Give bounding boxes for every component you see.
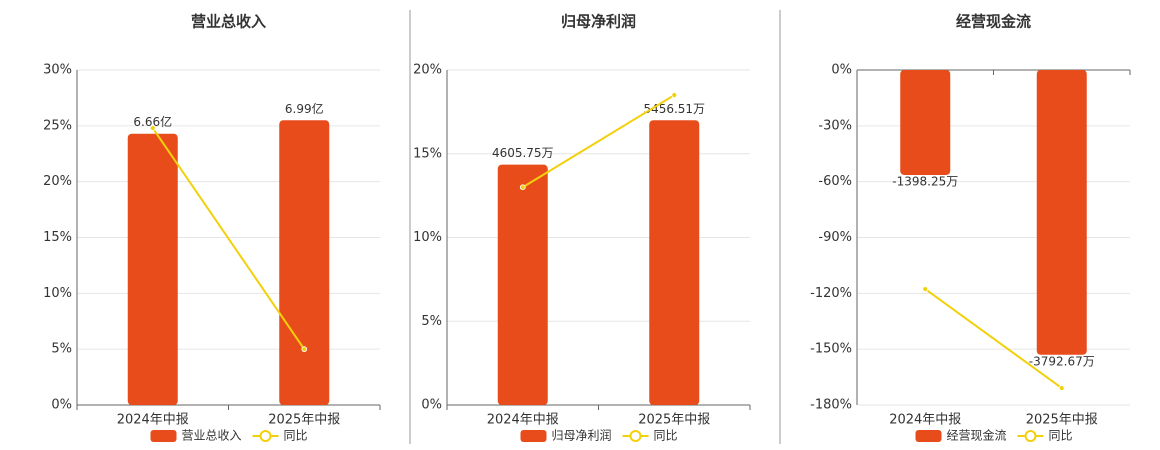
y-tick-label: -60%: [818, 174, 852, 189]
y-tick-label: 5%: [51, 342, 72, 357]
y-tick-label: 25%: [43, 118, 72, 133]
x-tick-label: 2024年中报: [889, 413, 961, 428]
y-tick-label: 20%: [413, 63, 442, 78]
legend-label: 同比: [1049, 429, 1073, 443]
x-tick-label: 2025年中报: [1026, 413, 1098, 428]
y-tick-label: 10%: [413, 230, 442, 245]
bar: [279, 120, 330, 405]
x-tick-label: 2024年中报: [487, 413, 559, 428]
legend-label: 经营现金流: [947, 428, 1007, 443]
y-tick-label: 5%: [421, 314, 442, 329]
line-point: [671, 92, 678, 99]
y-tick-label: 20%: [43, 174, 72, 189]
y-tick-label: 0%: [421, 398, 442, 413]
y-tick-label: -90%: [818, 230, 852, 245]
legend-swatch: [1024, 430, 1037, 442]
y-tick-label: 0%: [51, 398, 72, 413]
line: [522, 94, 675, 189]
y-tick-label: 15%: [413, 146, 442, 161]
value-label: 6.99亿: [285, 101, 324, 116]
y-tick-label: -120%: [810, 286, 852, 301]
legend-label: 营业总收入: [182, 429, 242, 443]
y-tick-label: -180%: [810, 398, 852, 413]
x-tick-label: 2025年中报: [268, 413, 340, 428]
legend-swatch: [915, 430, 942, 442]
legend-label: 归母净利润: [552, 429, 612, 443]
y-tick-label: 30%: [43, 63, 72, 78]
y-tick-label: -30%: [818, 118, 852, 133]
line: [151, 127, 306, 350]
value-label: 4605.75万: [492, 146, 554, 160]
line-point: [149, 125, 156, 131]
legend-swatch: [259, 430, 272, 442]
chart-title: 归母净利润: [561, 13, 636, 31]
y-tick-label: 10%: [43, 286, 72, 301]
bar: [127, 133, 178, 406]
bar: [649, 120, 700, 405]
line-point: [922, 286, 929, 292]
bar: [1036, 70, 1087, 355]
legend-swatch: [629, 430, 642, 442]
line: [924, 288, 1063, 389]
x-tick-label: 2024年中报: [117, 413, 189, 428]
chart-title: 营业总收入: [191, 13, 266, 31]
value-label: 6.66亿: [133, 114, 172, 129]
bar: [900, 70, 951, 175]
line-point: [519, 184, 526, 191]
legend-label: 同比: [654, 429, 678, 443]
bar: [497, 164, 548, 405]
chart-title: 经营现金流: [956, 13, 1031, 31]
x-tick-label: 2025年中报: [638, 413, 710, 428]
value-label: -1398.25万: [892, 174, 958, 188]
y-tick-label: 15%: [43, 230, 72, 245]
value-label: -3792.67万: [1029, 354, 1095, 368]
line-point: [301, 346, 308, 353]
y-tick-label: -150%: [810, 342, 852, 357]
legend-swatch: [520, 430, 547, 442]
y-tick-label: 0%: [831, 63, 852, 78]
legend-label: 同比: [284, 429, 308, 443]
line-point: [1058, 385, 1065, 391]
legend-swatch: [150, 430, 177, 442]
